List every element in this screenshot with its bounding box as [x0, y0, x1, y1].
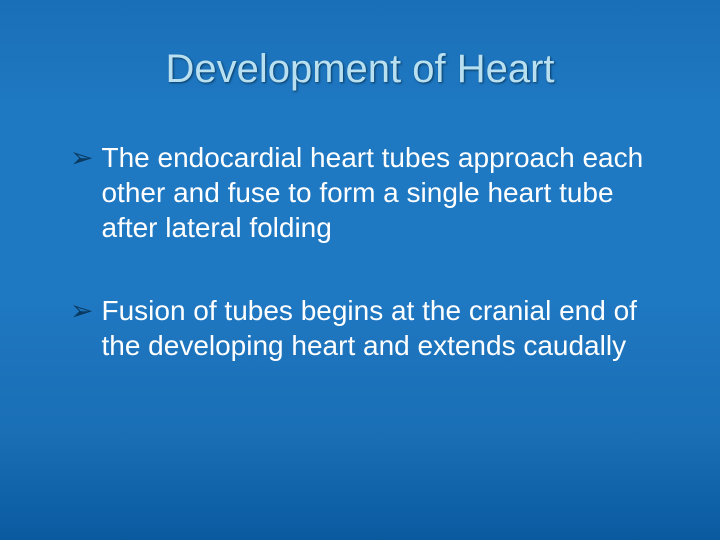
bullet-text: Fusion of tubes begins at the cranial en… — [101, 293, 670, 363]
slide: Development of Heart ➢ The endocardial h… — [0, 0, 720, 540]
slide-body: ➢ The endocardial heart tubes approach e… — [70, 140, 670, 363]
slide-title: Development of Heart — [0, 47, 720, 92]
bullet-item: ➢ The endocardial heart tubes approach e… — [70, 140, 670, 245]
bullet-marker-icon: ➢ — [70, 293, 93, 328]
bullet-marker-icon: ➢ — [70, 140, 93, 175]
bullet-text: The endocardial heart tubes approach eac… — [101, 140, 670, 245]
bullet-item: ➢ Fusion of tubes begins at the cranial … — [70, 293, 670, 363]
